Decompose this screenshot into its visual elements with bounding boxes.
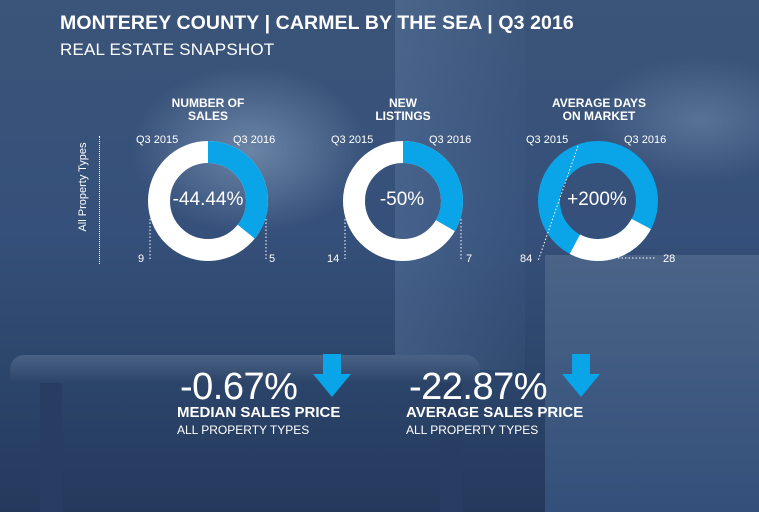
donut-chart-days-on-market: [537, 141, 658, 262]
median-price-change: -0.67%: [180, 366, 298, 408]
curr-period-label: Q3 2016: [429, 134, 472, 146]
curr-period-arc: [538, 141, 658, 261]
side-divider: [99, 136, 100, 264]
median-price-sub: ALL PROPERTY TYPES: [177, 423, 310, 437]
down-arrow-icon: [313, 354, 351, 397]
metric-title-line1: NUMBER OF: [171, 96, 245, 110]
donut-center-change: +200%: [567, 189, 627, 210]
curr-period-arc: [343, 141, 463, 261]
prev-value: 14: [327, 253, 340, 265]
prev-period-label: Q3 2015: [331, 134, 374, 146]
donut-center-change: -50%: [379, 189, 425, 210]
metric-title-days-on-market: AVERAGE DAYS ON MARKET: [524, 97, 674, 123]
metric-title-line2: ON MARKET: [562, 109, 636, 123]
curr-value: 7: [466, 253, 473, 265]
metric-title-listings: NEW LISTINGS: [328, 97, 478, 123]
donut-chart-sales: [148, 141, 268, 261]
curr-period-label: Q3 2016: [233, 134, 276, 146]
background-table-leg: [40, 383, 62, 512]
page-subtitle: REAL ESTATE SNAPSHOT: [60, 40, 275, 59]
donut-center-change: -44.44%: [172, 189, 244, 210]
page-title: MONTEREY COUNTY | CARMEL BY THE SEA | Q3…: [60, 12, 574, 34]
curr-period-arc: [148, 141, 268, 261]
background-table-leg: [440, 383, 462, 512]
metric-title-sales: NUMBER OF SALES: [133, 97, 283, 123]
prev-period-label: Q3 2015: [136, 134, 179, 146]
average-price-label: AVERAGE SALES PRICE: [406, 404, 584, 421]
metric-title-line1: AVERAGE DAYS: [551, 96, 647, 110]
leader-line: [537, 145, 579, 262]
metric-title-line1: NEW: [389, 96, 417, 110]
average-price-sub: ALL PROPERTY TYPES: [406, 423, 539, 437]
average-price-change: -22.87%: [409, 366, 548, 408]
background-table: [10, 355, 480, 383]
metric-title-line2: LISTINGS: [375, 109, 431, 123]
down-arrow-icon: [562, 354, 600, 397]
prev-value: 84: [520, 253, 533, 265]
median-price-label: MEDIAN SALES PRICE: [177, 404, 341, 421]
metric-title-line2: SALES: [187, 109, 228, 123]
prev-period-label: Q3 2015: [526, 134, 569, 146]
curr-period-label: Q3 2016: [624, 134, 667, 146]
prev-value: 9: [138, 253, 145, 265]
curr-value: 5: [269, 253, 276, 265]
curr-value: 28: [663, 253, 676, 265]
donut-chart-listings: [343, 141, 463, 261]
